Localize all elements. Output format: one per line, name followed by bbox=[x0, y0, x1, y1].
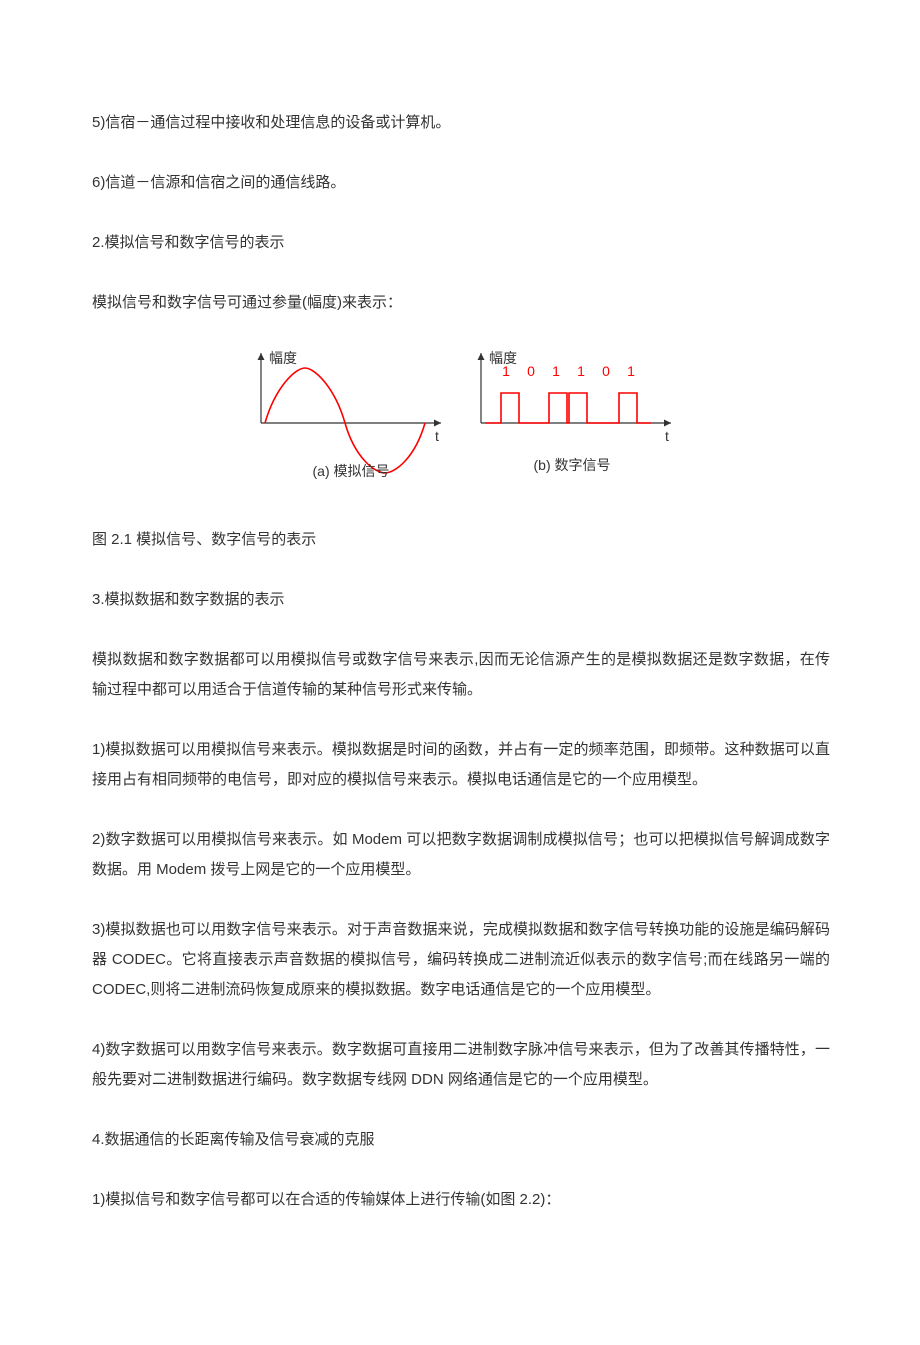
paragraph: 2.模拟信号和数字信号的表示 bbox=[92, 228, 830, 258]
signal-diagram-svg: 幅度t(a) 模拟信号幅度t(b) 数字信号101101 bbox=[241, 348, 681, 483]
paragraph: 4)数字数据可以用数字信号来表示。数字数据可直接用二进制数字脉冲信号来表示，但为… bbox=[92, 1035, 830, 1095]
svg-text:1: 1 bbox=[627, 363, 635, 379]
paragraph: 5)信宿－通信过程中接收和处理信息的设备或计算机。 bbox=[92, 108, 830, 138]
svg-text:t: t bbox=[435, 428, 439, 444]
svg-text:1: 1 bbox=[502, 363, 510, 379]
svg-text:t: t bbox=[665, 428, 669, 444]
paragraph: 1)模拟数据可以用模拟信号来表示。模拟数据是时间的函数，并占有一定的频率范围，即… bbox=[92, 735, 830, 795]
paragraph: 3.模拟数据和数字数据的表示 bbox=[92, 585, 830, 615]
document-page: 5)信宿－通信过程中接收和处理信息的设备或计算机。 6)信道－信源和信宿之间的通… bbox=[0, 0, 920, 1345]
paragraph: 6)信道－信源和信宿之间的通信线路。 bbox=[92, 168, 830, 198]
svg-text:0: 0 bbox=[602, 363, 610, 379]
paragraph: 4.数据通信的长距离传输及信号衰减的克服 bbox=[92, 1125, 830, 1155]
svg-text:1: 1 bbox=[577, 363, 585, 379]
figure-caption: 图 2.1 模拟信号、数字信号的表示 bbox=[92, 525, 830, 555]
paragraph: 模拟数据和数字数据都可以用模拟信号或数字信号来表示,因而无论信源产生的是模拟数据… bbox=[92, 645, 830, 705]
svg-text:0: 0 bbox=[527, 363, 535, 379]
svg-text:(b) 数字信号: (b) 数字信号 bbox=[534, 457, 611, 473]
svg-text:幅度: 幅度 bbox=[269, 350, 297, 366]
paragraph: 3)模拟数据也可以用数字信号来表示。对于声音数据来说，完成模拟数据和数字信号转换… bbox=[92, 915, 830, 1005]
figure-2-1: 幅度t(a) 模拟信号幅度t(b) 数字信号101101 bbox=[92, 348, 830, 491]
paragraph: 2)数字数据可以用模拟信号来表示。如 Modem 可以把数字数据调制成模拟信号；… bbox=[92, 825, 830, 885]
paragraph: 1)模拟信号和数字信号都可以在合适的传输媒体上进行传输(如图 2.2)： bbox=[92, 1185, 830, 1215]
paragraph: 模拟信号和数字信号可通过参量(幅度)来表示： bbox=[92, 288, 830, 318]
svg-text:(a) 模拟信号: (a) 模拟信号 bbox=[313, 463, 390, 479]
svg-text:1: 1 bbox=[552, 363, 560, 379]
